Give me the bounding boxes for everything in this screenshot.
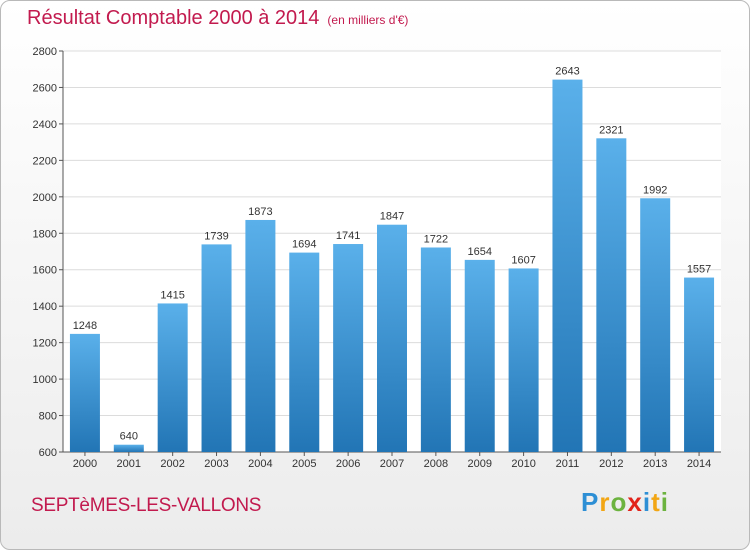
bar bbox=[464, 259, 495, 452]
data-label: 1847 bbox=[380, 211, 404, 223]
commune-name: SEPTèMES-LES-VALLONS bbox=[31, 495, 262, 516]
y-tick-label: 2400 bbox=[33, 119, 57, 131]
logo-letter: t bbox=[651, 487, 661, 517]
x-tick-label: 2005 bbox=[292, 458, 316, 470]
logo-letter: r bbox=[599, 487, 611, 517]
data-label: 1873 bbox=[248, 206, 272, 218]
bar bbox=[113, 444, 144, 452]
bar bbox=[201, 244, 232, 452]
data-label: 1722 bbox=[424, 233, 448, 245]
bar bbox=[596, 138, 627, 452]
data-label: 1694 bbox=[292, 239, 316, 251]
y-tick-label: 2200 bbox=[33, 155, 57, 167]
x-tick-label: 2013 bbox=[643, 458, 667, 470]
data-label: 2321 bbox=[599, 124, 623, 136]
x-tick-label: 2008 bbox=[424, 458, 448, 470]
bar bbox=[333, 244, 364, 452]
logo-letter: P bbox=[581, 487, 600, 517]
bar bbox=[640, 198, 671, 452]
chart-subtitle: (en milliers d'€) bbox=[327, 13, 409, 27]
data-label: 640 bbox=[120, 431, 138, 443]
bar bbox=[69, 333, 100, 452]
data-label: 1741 bbox=[336, 230, 360, 242]
x-tick-label: 2014 bbox=[687, 458, 711, 470]
y-tick-label: 800 bbox=[39, 411, 57, 423]
y-tick-label: 1200 bbox=[33, 338, 57, 350]
bar bbox=[289, 252, 320, 452]
chart-title: Résultat Comptable 2000 à 2014 (en millie… bbox=[27, 7, 408, 30]
data-label: 1557 bbox=[687, 264, 711, 276]
y-tick-label: 2000 bbox=[33, 192, 57, 204]
x-tick-label: 2009 bbox=[467, 458, 491, 470]
x-tick-label: 2012 bbox=[599, 458, 623, 470]
data-label: 1654 bbox=[467, 246, 491, 258]
bar bbox=[684, 277, 715, 452]
bar bbox=[508, 268, 539, 452]
data-label: 1739 bbox=[204, 230, 228, 242]
y-tick-label: 1400 bbox=[33, 301, 57, 313]
logo-letter: o bbox=[610, 487, 628, 517]
bar bbox=[420, 247, 451, 452]
logo-letter: i bbox=[660, 487, 669, 517]
y-tick-label: 2600 bbox=[33, 82, 57, 94]
y-tick-label: 600 bbox=[39, 447, 57, 459]
bar bbox=[377, 224, 407, 452]
y-tick-label: 1000 bbox=[33, 374, 57, 386]
data-label: 1248 bbox=[73, 320, 97, 332]
x-tick-label: 2002 bbox=[160, 458, 184, 470]
data-label: 1415 bbox=[160, 289, 184, 301]
bar bbox=[157, 303, 188, 452]
x-tick-label: 2003 bbox=[204, 458, 228, 470]
bar bbox=[245, 219, 276, 452]
x-tick-label: 2011 bbox=[556, 458, 580, 470]
data-label: 1607 bbox=[511, 254, 535, 266]
bar bbox=[552, 79, 583, 452]
y-tick-label: 1800 bbox=[33, 228, 57, 240]
data-label: 1992 bbox=[643, 184, 667, 196]
x-tick-label: 2000 bbox=[73, 458, 97, 470]
logo-letter: i bbox=[642, 487, 652, 517]
x-tick-label: 2010 bbox=[511, 458, 535, 470]
logo-letter: x bbox=[627, 487, 643, 517]
y-tick-label: 2800 bbox=[33, 46, 57, 58]
data-label: 2643 bbox=[555, 66, 579, 78]
y-tick-label: 1600 bbox=[33, 265, 57, 277]
proxiti-logo: Proxiti bbox=[581, 487, 669, 518]
x-tick-label: 2006 bbox=[336, 458, 360, 470]
chart-title-text: Résultat Comptable 2000 à 2014 bbox=[27, 7, 320, 29]
x-tick-label: 2004 bbox=[248, 458, 272, 470]
x-tick-label: 2007 bbox=[380, 458, 404, 470]
x-tick-label: 2001 bbox=[117, 458, 141, 470]
